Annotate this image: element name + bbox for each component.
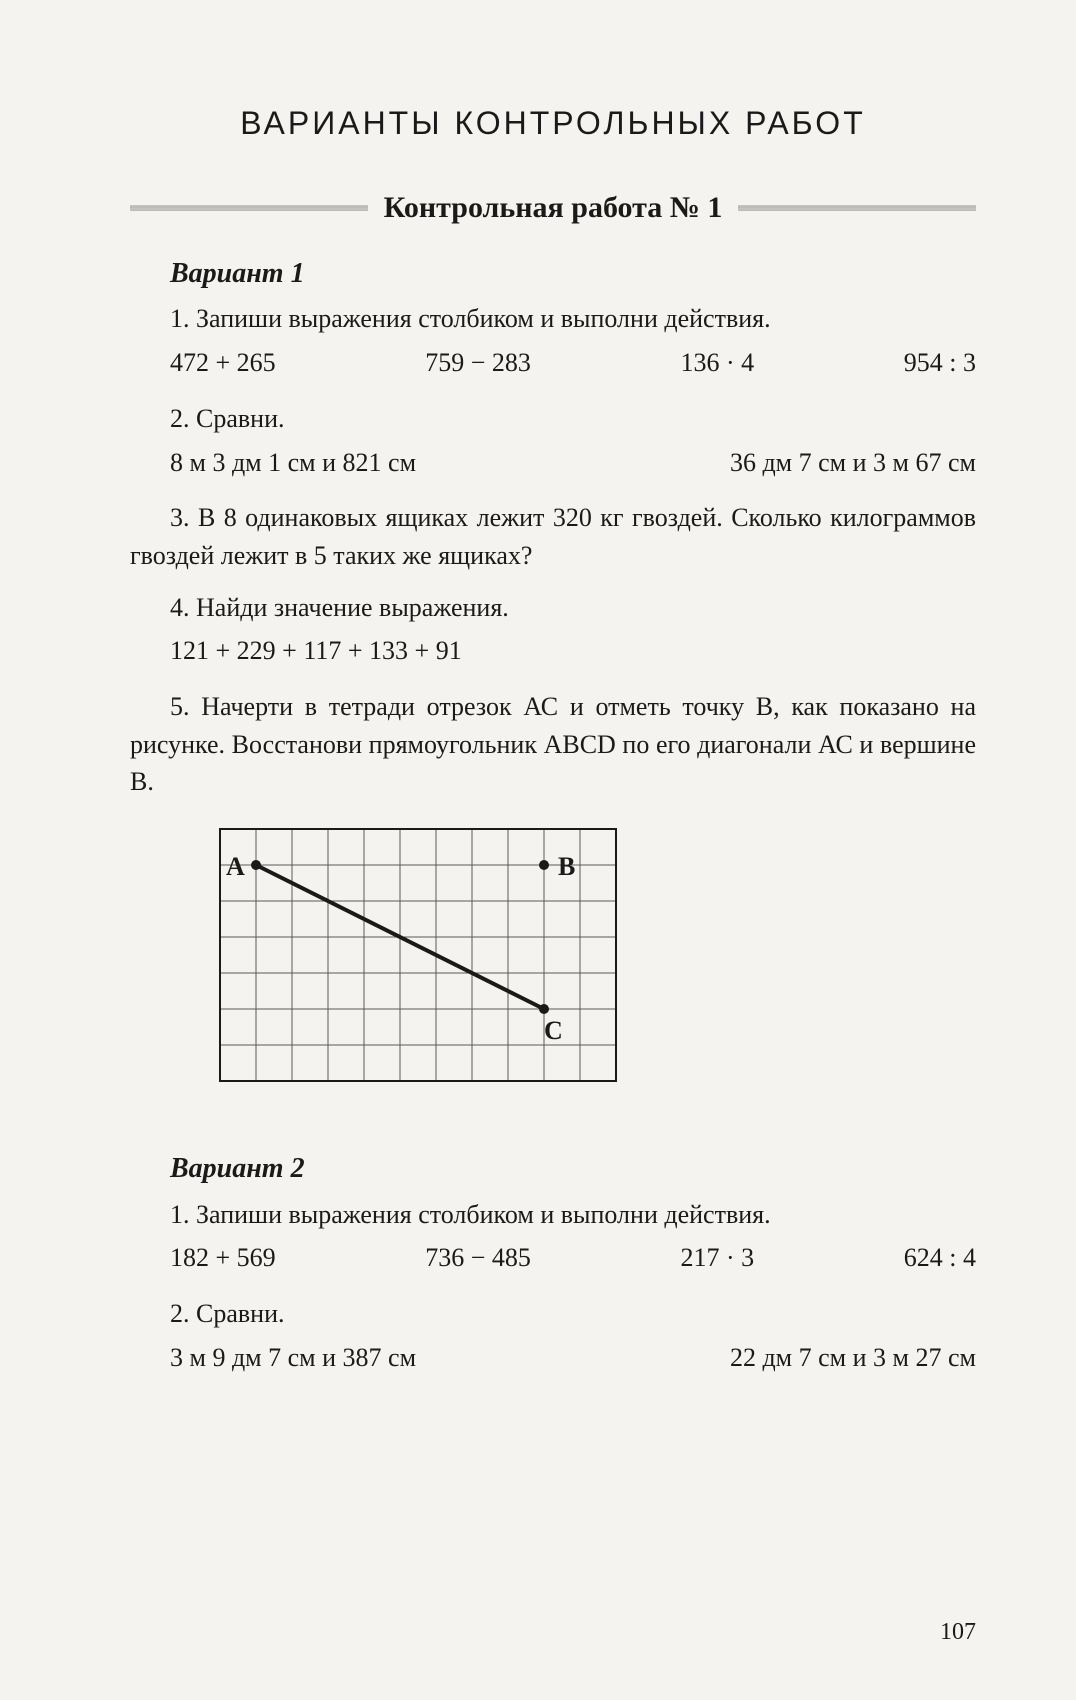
task3-prompt: 3. В 8 одинаковых ящиках лежит 320 кг гв… — [130, 499, 976, 574]
variant1-task5: 5. Начерти в тетради отрезок АС и отметь… — [130, 688, 976, 801]
expression: 624 : 4 — [904, 1239, 976, 1277]
svg-text:B: B — [558, 852, 575, 881]
worksheet-title-row: Контрольная работа № 1 — [130, 186, 976, 230]
task1-expressions: 472 + 265 759 − 283 136 · 4 954 : 3 — [170, 344, 976, 382]
expression: 182 + 569 — [170, 1239, 276, 1277]
comparison-pair: 36 дм 7 см и 3 м 67 см — [730, 444, 976, 482]
page-number: 107 — [940, 1615, 976, 1650]
variant1-task2: 2. Сравни. 8 м 3 дм 1 см и 821 см 36 дм … — [130, 400, 976, 481]
decorative-rule-right — [738, 205, 976, 211]
expression: 136 · 4 — [681, 344, 755, 382]
comparison-pair: 8 м 3 дм 1 см и 821 см — [170, 444, 416, 482]
expression: 217 · 3 — [681, 1239, 755, 1277]
task4-prompt: 4. Найди значение выражения. — [130, 589, 976, 627]
variant2-task1: 1. Запиши выражения столбиком и выполни … — [130, 1196, 976, 1277]
task5-prompt: 5. Начерти в тетради отрезок АС и отметь… — [130, 688, 976, 801]
expression: 954 : 3 — [904, 344, 976, 382]
v2-task1-expressions: 182 + 569 736 − 485 217 · 3 624 : 4 — [170, 1239, 976, 1277]
expression: 472 + 265 — [170, 344, 276, 382]
svg-text:A: A — [226, 852, 245, 881]
variant1-task1: 1. Запиши выражения столбиком и выполни … — [130, 300, 976, 381]
figure-grid-diagram: A B C — [180, 819, 976, 1121]
task4-expression: 121 + 229 + 117 + 133 + 91 — [170, 632, 976, 670]
v2-task2-pairs: 3 м 9 дм 7 см и 387 см 22 дм 7 см и 3 м … — [170, 1339, 976, 1377]
variant2-task2: 2. Сравни. 3 м 9 дм 7 см и 387 см 22 дм … — [130, 1295, 976, 1376]
expression: 736 − 485 — [425, 1239, 531, 1277]
task1-prompt: 1. Запиши выражения столбиком и выполни … — [130, 300, 976, 338]
figure-svg: A B C — [180, 819, 636, 1121]
textbook-page: ВАРИАНТЫ КОНТРОЛЬНЫХ РАБОТ Контрольная р… — [0, 0, 1076, 1700]
comparison-pair: 3 м 9 дм 7 см и 387 см — [170, 1339, 416, 1377]
svg-text:C: C — [544, 1016, 563, 1045]
variant1-task3: 3. В 8 одинаковых ящиках лежит 320 кг гв… — [130, 499, 976, 574]
v2-task2-prompt: 2. Сравни. — [130, 1295, 976, 1333]
variant2-title: Вариант 2 — [170, 1149, 976, 1190]
decorative-rule-left — [130, 205, 368, 211]
variant1-title: Вариант 1 — [170, 254, 976, 295]
variant1-task4: 4. Найди значение выражения. 121 + 229 +… — [130, 589, 976, 670]
expression: 759 − 283 — [425, 344, 531, 382]
v2-task1-prompt: 1. Запиши выражения столбиком и выполни … — [130, 1196, 976, 1234]
comparison-pair: 22 дм 7 см и 3 м 27 см — [730, 1339, 976, 1377]
task2-pairs: 8 м 3 дм 1 см и 821 см 36 дм 7 см и 3 м … — [170, 444, 976, 482]
worksheet-title: Контрольная работа № 1 — [378, 186, 729, 230]
task2-prompt: 2. Сравни. — [130, 400, 976, 438]
page-header: ВАРИАНТЫ КОНТРОЛЬНЫХ РАБОТ — [130, 100, 976, 146]
